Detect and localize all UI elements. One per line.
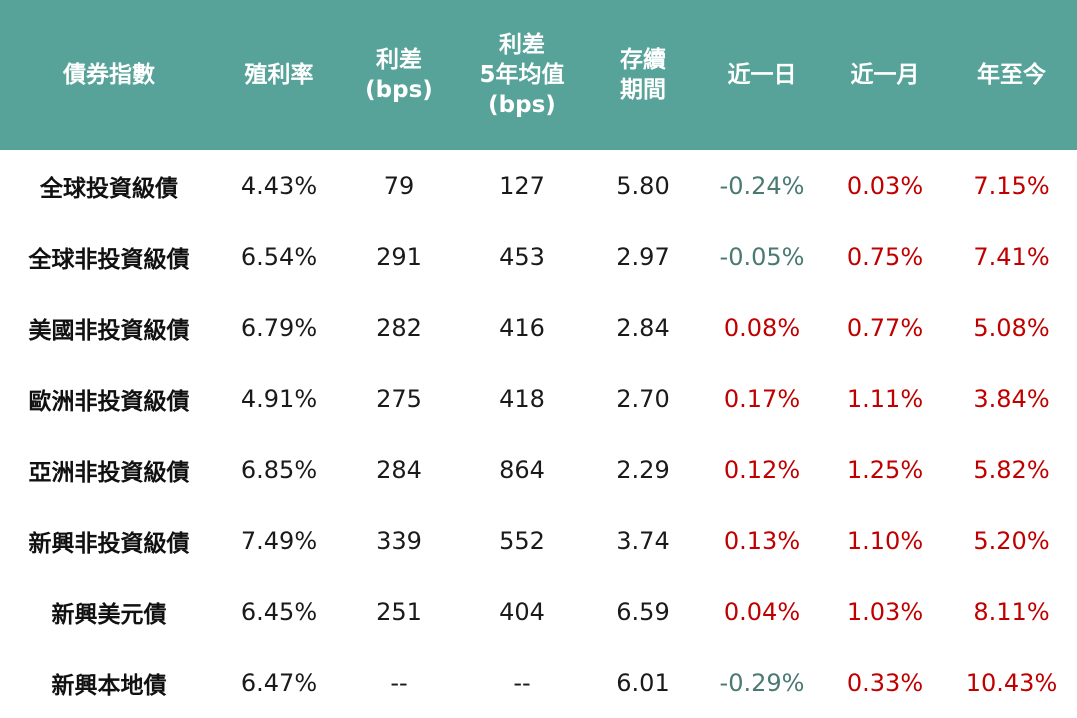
index-name-cell: 歐洲非投資級債 [28,388,190,415]
spread-cell: 282 [376,313,422,342]
spread-5y-avg-cell: 404 [499,597,545,626]
return-1m-cell: 0.77% [846,313,924,342]
table-header: 債券指數 殖利率 利差 (bps) 利差 5年均值 (bps) 存續期間 近一日 近一月 年至今 [0,0,1077,150]
spread-cell: 291 [376,242,422,271]
column-header-line: 近一日 [727,62,797,88]
column-header-spread-5y-avg: 利差 5年均值 (bps) [458,0,586,150]
return-1d-cell: -0.05% [719,242,805,271]
return-1d-cell: 0.08% [723,313,801,342]
return-ytd-cell: 7.41% [973,242,1050,271]
duration-cell: 2.97 [616,242,670,271]
spread-5y-avg-cell: -- [513,668,531,697]
yield-cell: 6.54% [240,242,318,271]
index-name-cell: 全球投資級債 [40,175,178,202]
table-body: 全球投資級債 4.43% 79 127 5.80 -0.24% 0.03% 7.15% 全球非投… [0,150,1077,718]
yield-cell: 6.79% [240,313,318,342]
index-name-cell: 新興本地債 [51,672,167,699]
yield-cell: 7.49% [240,526,318,555]
return-1d-cell: 0.04% [723,597,801,626]
column-header-return-1m: 近一月 [824,0,946,150]
index-name-cell: 新興美元債 [51,601,167,628]
duration-cell: 6.01 [616,668,670,697]
spread-cell: 339 [376,526,422,555]
spread-cell: 251 [376,597,422,626]
column-header-line: 近一月 [850,62,920,88]
return-1m-cell: 0.75% [846,242,924,271]
return-ytd-cell: 10.43% [965,668,1058,697]
column-header-line: 5年均值 [479,62,565,88]
index-name-cell: 全球非投資級債 [28,246,190,273]
yield-cell: 4.91% [240,384,318,413]
spread-5y-avg-cell: 418 [499,384,545,413]
table-row: 美國非投資級債 6.79% 282 416 2.84 0.08% 0.77% 5.08% [0,292,1077,363]
return-ytd-cell: 8.11% [973,597,1050,626]
table-row: 新興本地債 6.47% -- -- 6.01 -0.29% 0.33% 10.43% [0,647,1077,718]
return-ytd-cell: 3.84% [973,384,1050,413]
return-1d-cell: -0.24% [719,171,805,200]
yield-cell: 6.45% [240,597,318,626]
spread-5y-avg-cell: 864 [499,455,545,484]
return-1m-cell: 0.33% [846,668,924,697]
spread-cell: 275 [376,384,422,413]
return-1d-cell: 0.17% [723,384,801,413]
duration-cell: 2.29 [616,455,670,484]
duration-cell: 2.70 [616,384,670,413]
column-header-return-1d: 近一日 [700,0,824,150]
column-header-spread: 利差 (bps) [340,0,458,150]
return-1m-cell: 1.11% [846,384,924,413]
column-header-index-name: 債券指數 [0,0,218,150]
spread-5y-avg-cell: 416 [499,313,545,342]
spread-cell: 284 [376,455,422,484]
table-row: 新興非投資級債 7.49% 339 552 3.74 0.13% 1.10% 5.20% [0,505,1077,576]
column-header-line: 存續 [620,47,666,73]
table-row: 全球非投資級債 6.54% 291 453 2.97 -0.05% 0.75% 7.41% [0,221,1077,292]
column-header-duration: 存續 期間 [586,0,700,150]
return-1m-cell: 0.03% [846,171,924,200]
column-header-line: (bps) [365,77,433,103]
return-ytd-cell: 7.15% [973,171,1050,200]
return-1d-cell: 0.12% [723,455,801,484]
duration-cell: 5.80 [616,171,670,200]
spread-5y-avg-cell: 127 [499,171,545,200]
table-row: 新興美元債 6.45% 251 404 6.59 0.04% 1.03% 8.11% [0,576,1077,647]
index-name-cell: 亞洲非投資級債 [28,459,190,486]
return-1d-cell: 0.13% [723,526,801,555]
index-name-cell: 美國非投資級債 [28,317,190,344]
spread-5y-avg-cell: 552 [499,526,545,555]
header-row: 債券指數 殖利率 利差 (bps) 利差 5年均值 (bps) 存續期間 近一日 近一月 年至今 [0,0,1077,150]
column-header-return-ytd: 年至今 [946,0,1077,150]
spread-5y-avg-cell: 453 [499,242,545,271]
yield-cell: 4.43% [240,171,318,200]
column-header-line: 債券指數 [63,62,155,88]
table-row: 歐洲非投資級債 4.91% 275 418 2.70 0.17% 1.11% 3.84% [0,363,1077,434]
return-1d-cell: -0.29% [719,668,805,697]
return-ytd-cell: 5.20% [973,526,1050,555]
column-header-line: (bps) [488,92,556,118]
return-1m-cell: 1.25% [846,455,924,484]
column-header-line: 利差 [499,32,545,58]
index-name-cell: 新興非投資級債 [28,530,190,557]
return-ytd-cell: 5.82% [973,455,1050,484]
yield-cell: 6.47% [240,668,318,697]
return-1m-cell: 1.03% [846,597,924,626]
table-row: 亞洲非投資級債 6.85% 284 864 2.29 0.12% 1.25% 5.82% [0,434,1077,505]
yield-cell: 6.85% [240,455,318,484]
spread-cell: -- [390,668,408,697]
duration-cell: 6.59 [616,597,670,626]
column-header-line: 期間 [620,77,666,103]
duration-cell: 3.74 [616,526,670,555]
return-ytd-cell: 5.08% [973,313,1050,342]
column-header-line: 殖利率 [244,62,314,88]
return-1m-cell: 1.10% [846,526,924,555]
column-header-line: 年至今 [977,62,1046,88]
table-row: 全球投資級債 4.43% 79 127 5.80 -0.24% 0.03% 7.15% [0,150,1077,221]
duration-cell: 2.84 [616,313,670,342]
column-header-line: 利差 [376,47,422,73]
spread-cell: 79 [383,171,415,200]
column-header-yield: 殖利率 [218,0,340,150]
